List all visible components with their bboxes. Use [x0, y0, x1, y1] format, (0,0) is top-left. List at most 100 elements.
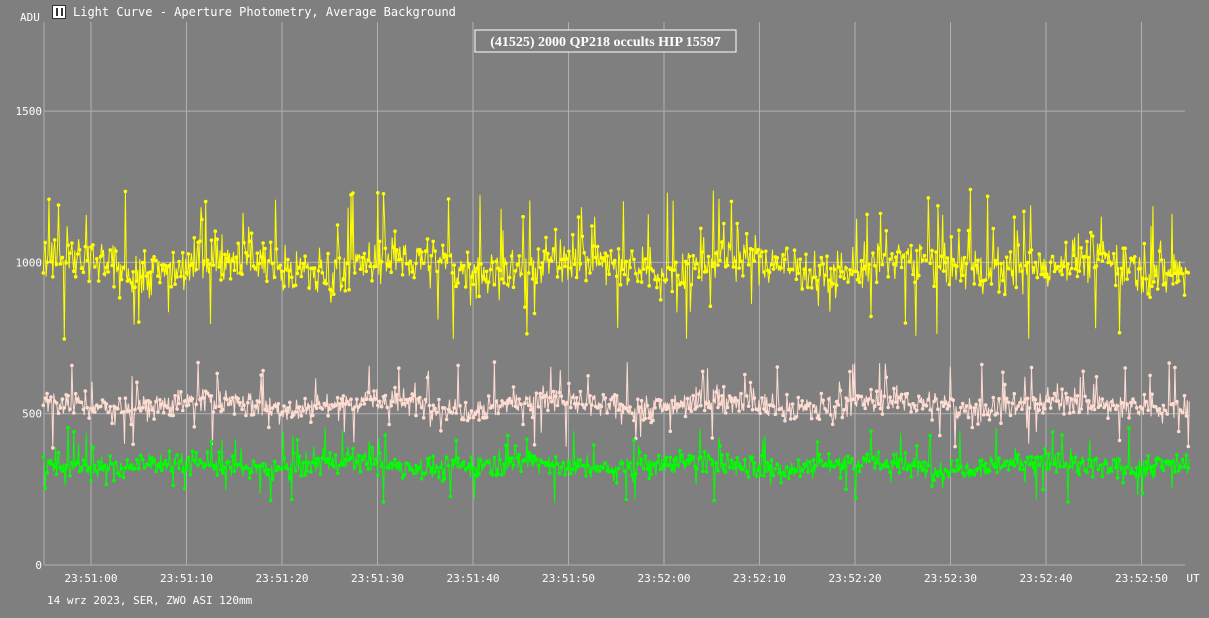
data-point — [1033, 397, 1038, 402]
data-point — [743, 372, 747, 377]
data-point — [1159, 465, 1164, 470]
data-point — [1110, 469, 1114, 473]
data-point — [95, 469, 99, 473]
data-point — [634, 472, 638, 476]
data-point — [884, 375, 889, 380]
data-point — [255, 251, 260, 255]
data-point — [211, 263, 216, 267]
data-point — [519, 402, 523, 407]
window-title-bar: Light Curve - Aperture Photometry, Avera… — [52, 3, 456, 21]
data-point — [808, 268, 812, 272]
data-point — [345, 452, 350, 456]
data-point — [263, 246, 267, 251]
data-point — [439, 259, 443, 263]
data-point — [234, 255, 239, 259]
data-point — [51, 446, 55, 450]
data-point — [131, 270, 135, 274]
data-point — [1008, 250, 1013, 254]
data-point — [351, 446, 355, 451]
data-point — [572, 262, 577, 267]
data-point — [809, 286, 814, 290]
data-point — [1071, 460, 1076, 464]
data-point — [534, 391, 539, 396]
data-point — [972, 473, 976, 477]
data-point — [483, 462, 487, 466]
data-point — [576, 402, 581, 406]
app-icon[interactable] — [52, 5, 66, 19]
data-point — [624, 259, 629, 264]
data-point — [219, 278, 223, 282]
data-point — [293, 283, 298, 288]
data-point — [169, 469, 174, 473]
data-point — [664, 455, 669, 460]
data-point — [150, 456, 154, 460]
data-point — [391, 400, 395, 404]
data-point — [441, 243, 445, 248]
data-point — [897, 250, 902, 254]
data-point — [217, 450, 221, 454]
data-point — [521, 214, 525, 219]
data-point — [257, 400, 262, 404]
data-point — [316, 456, 321, 461]
x-tick-label: 23:51:50 — [542, 572, 595, 585]
data-point — [957, 467, 961, 472]
data-point — [964, 261, 969, 266]
data-point — [549, 399, 554, 404]
data-point — [301, 261, 306, 266]
data-point — [586, 374, 590, 378]
data-point — [142, 249, 147, 253]
data-point — [903, 451, 908, 455]
data-point — [209, 394, 214, 398]
data-point — [1136, 411, 1141, 415]
data-point — [1144, 277, 1148, 281]
data-point — [1064, 461, 1068, 466]
data-point — [444, 254, 449, 258]
data-point — [829, 266, 833, 271]
data-point — [565, 257, 569, 261]
data-point — [894, 255, 898, 259]
data-point — [909, 410, 913, 414]
data-point — [450, 271, 455, 275]
data-point — [867, 262, 871, 267]
data-point — [83, 389, 88, 393]
data-point — [1182, 465, 1187, 469]
data-point — [953, 469, 957, 474]
data-point — [723, 470, 728, 475]
data-point — [685, 458, 690, 462]
data-point — [895, 405, 900, 410]
data-point — [463, 285, 468, 289]
data-point — [836, 462, 841, 467]
data-point — [223, 252, 227, 257]
data-point — [534, 457, 539, 462]
data-point — [1176, 468, 1181, 473]
data-point — [637, 405, 642, 410]
data-point — [152, 459, 156, 464]
data-point — [326, 251, 330, 256]
data-point — [335, 395, 340, 400]
data-point — [658, 298, 663, 302]
data-point — [718, 258, 722, 263]
data-point — [91, 445, 95, 450]
data-point — [471, 415, 476, 420]
data-point — [477, 471, 481, 476]
data-point — [1142, 392, 1147, 397]
data-point — [1027, 463, 1032, 467]
data-point — [777, 471, 781, 476]
data-point — [536, 463, 541, 468]
data-point — [1165, 412, 1170, 416]
data-point — [861, 403, 866, 407]
data-point — [1018, 400, 1022, 405]
data-point — [184, 271, 189, 275]
data-point — [949, 459, 954, 463]
data-point — [557, 266, 562, 270]
data-point — [785, 392, 789, 397]
data-point — [660, 408, 665, 412]
data-point — [930, 248, 934, 253]
data-point — [938, 433, 942, 438]
data-point — [431, 454, 436, 459]
data-point — [1025, 455, 1030, 460]
data-point — [477, 418, 481, 422]
data-point — [186, 455, 191, 460]
data-point — [917, 394, 921, 399]
data-point — [909, 475, 913, 479]
